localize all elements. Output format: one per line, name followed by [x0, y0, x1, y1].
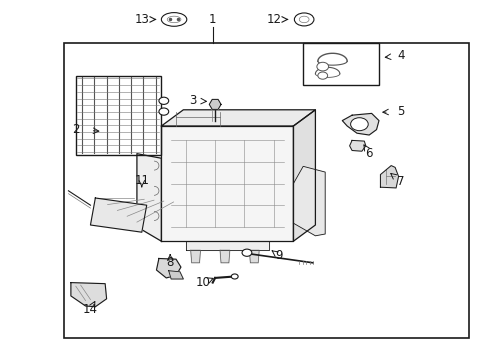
- Text: 3: 3: [189, 94, 197, 107]
- Ellipse shape: [299, 16, 308, 23]
- Polygon shape: [161, 110, 315, 126]
- Circle shape: [316, 62, 328, 71]
- Ellipse shape: [161, 13, 186, 26]
- Bar: [76, 76, 161, 155]
- Circle shape: [242, 249, 251, 256]
- Polygon shape: [190, 250, 200, 263]
- Polygon shape: [209, 99, 221, 109]
- Polygon shape: [156, 258, 181, 278]
- Circle shape: [350, 118, 367, 131]
- FancyBboxPatch shape: [5, 4, 483, 356]
- Text: 12: 12: [266, 13, 281, 26]
- Text: 9: 9: [274, 249, 282, 262]
- Polygon shape: [71, 283, 106, 307]
- Text: 13: 13: [134, 13, 149, 26]
- Text: 8: 8: [166, 256, 174, 269]
- Polygon shape: [161, 126, 293, 241]
- Text: 10: 10: [195, 276, 210, 289]
- Text: 11: 11: [134, 174, 149, 186]
- Ellipse shape: [167, 16, 181, 23]
- Text: 2: 2: [72, 123, 80, 136]
- Polygon shape: [249, 250, 259, 263]
- Polygon shape: [293, 110, 315, 241]
- Polygon shape: [342, 113, 378, 135]
- Bar: [63, 43, 468, 338]
- Circle shape: [159, 97, 168, 104]
- Polygon shape: [380, 166, 398, 188]
- Circle shape: [159, 108, 168, 115]
- Text: 7: 7: [396, 175, 404, 188]
- Polygon shape: [185, 241, 268, 250]
- Polygon shape: [137, 154, 161, 241]
- Text: 1: 1: [208, 13, 216, 26]
- Text: 14: 14: [83, 303, 98, 316]
- Polygon shape: [349, 140, 365, 151]
- Polygon shape: [168, 271, 183, 279]
- Text: 5: 5: [396, 105, 404, 118]
- Circle shape: [317, 72, 327, 79]
- Polygon shape: [220, 250, 229, 263]
- Ellipse shape: [294, 13, 313, 26]
- Polygon shape: [293, 166, 325, 236]
- Bar: [303, 43, 378, 85]
- Text: 6: 6: [365, 147, 372, 159]
- Polygon shape: [90, 198, 146, 232]
- Circle shape: [231, 274, 238, 279]
- Text: 4: 4: [396, 49, 404, 62]
